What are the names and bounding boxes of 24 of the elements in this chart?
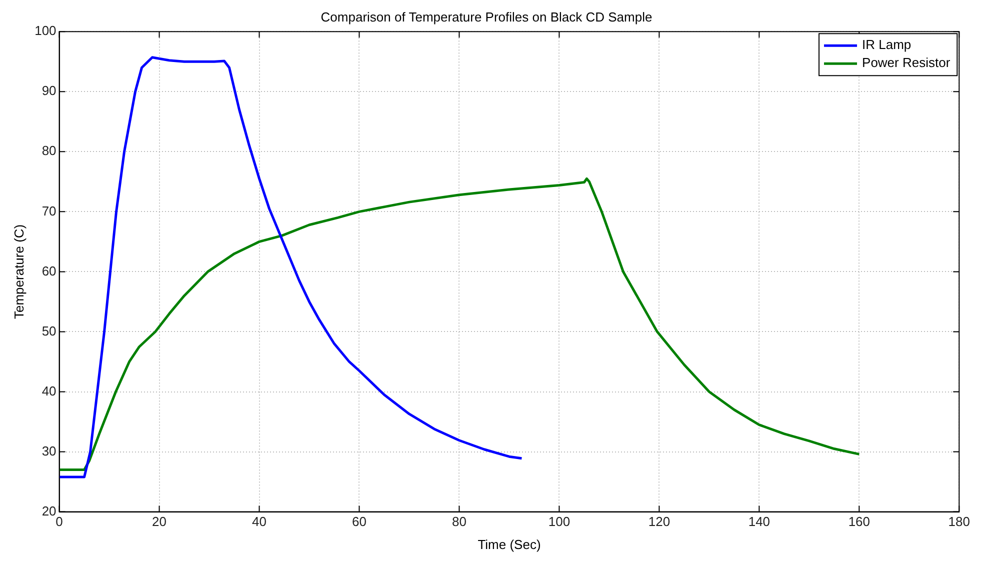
x-axis-title: Time (Sec) [478, 536, 541, 552]
y-tick-label: 100 [34, 23, 56, 38]
y-tick-label: 20 [42, 503, 56, 518]
legend-label: Power Resistor [862, 55, 951, 70]
x-tick-label: 40 [252, 514, 266, 530]
y-tick-label: 70 [42, 203, 56, 218]
x-tick-label: 80 [452, 514, 466, 530]
y-tick-label: 80 [42, 143, 56, 158]
x-tick-label: 120 [648, 514, 670, 530]
y-tick-label: 90 [42, 83, 56, 98]
y-tick-label: 40 [42, 383, 56, 398]
legend-label: IR Lamp [862, 37, 912, 52]
y-tick-label: 30 [42, 443, 56, 458]
x-tick-label: 180 [948, 514, 970, 530]
y-tick-label: 50 [42, 323, 56, 338]
y-axis-title: Temperature (C) [11, 224, 26, 320]
y-tick-label: 60 [42, 263, 56, 278]
chart-title: Comparison of Temperature Profiles on Black CD Sample [320, 9, 652, 24]
x-tick-label: 100 [548, 514, 570, 530]
x-tick-label: 0 [56, 514, 63, 530]
x-tick-label: 160 [848, 514, 870, 530]
x-tick-label: 20 [152, 514, 167, 530]
x-tick-label: 60 [352, 514, 366, 530]
x-tick-label: 140 [748, 514, 770, 530]
